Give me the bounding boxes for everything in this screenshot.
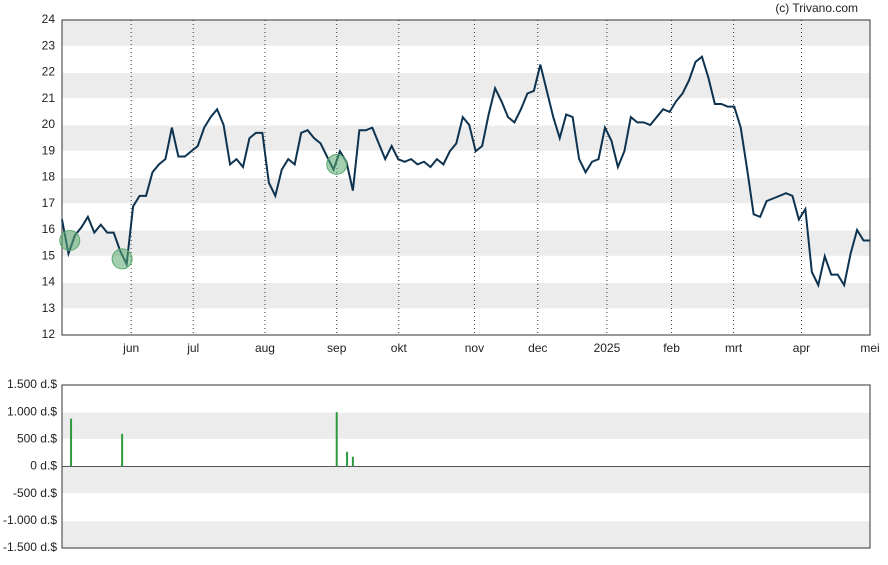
- bar: [70, 418, 73, 467]
- bar: [335, 412, 338, 467]
- y-tick-label: 1.000 d.$: [7, 404, 57, 418]
- y-tick-label: 0 d.$: [30, 459, 57, 473]
- x-tick-label: 2025: [594, 341, 621, 355]
- x-tick-label: feb: [663, 341, 680, 355]
- plot-frame: [61, 19, 871, 336]
- x-tick-label: mei: [860, 341, 879, 355]
- event-marker: [326, 153, 348, 175]
- x-tick-label: jun: [122, 341, 139, 355]
- grid-band: [62, 230, 870, 257]
- y-tick-label: 13: [42, 301, 56, 315]
- y-tick-label: 1.500 d.$: [7, 377, 57, 391]
- grid-band: [62, 466, 870, 494]
- y-tick-label: 20: [42, 117, 56, 131]
- y-tick-label: 17: [42, 196, 56, 210]
- grid-band: [62, 412, 870, 440]
- y-tick-label: 22: [42, 65, 56, 79]
- x-tick-label: sep: [327, 341, 347, 355]
- y-tick-label: -500 d.$: [13, 486, 57, 500]
- y-tick-label: 12: [42, 327, 56, 341]
- y-tick-label: 24: [42, 12, 56, 26]
- y-tick-label: 15: [42, 248, 56, 262]
- grid-band: [62, 282, 870, 309]
- copyright: (c) Trivano.com: [775, 1, 858, 15]
- x-tick-label: dec: [528, 341, 547, 355]
- x-tick-label: mrt: [725, 341, 743, 355]
- grid-band: [62, 520, 870, 548]
- grid-band: [62, 20, 870, 47]
- plot-frame: [61, 384, 871, 549]
- y-tick-label: 19: [42, 143, 56, 157]
- y-tick-label: -1.500 d.$: [3, 540, 57, 554]
- y-tick-label: 21: [42, 91, 56, 105]
- y-tick-label: 14: [42, 275, 56, 289]
- y-tick-label: 16: [42, 222, 56, 236]
- bar: [346, 451, 349, 467]
- x-tick-label: apr: [793, 341, 810, 355]
- grid-band: [62, 72, 870, 99]
- y-tick-label: 23: [42, 38, 56, 52]
- event-marker: [111, 248, 133, 270]
- grid-band: [62, 177, 870, 204]
- x-tick-label: nov: [465, 341, 484, 355]
- x-tick-label: okt: [391, 341, 408, 355]
- y-tick-label: -1.000 d.$: [3, 513, 57, 527]
- bar: [121, 433, 124, 467]
- x-tick-label: jul: [186, 341, 199, 355]
- x-tick-label: aug: [255, 341, 275, 355]
- grid-band: [62, 125, 870, 152]
- price-line: [61, 55, 870, 289]
- bar: [351, 456, 354, 467]
- y-tick-label: 18: [42, 170, 56, 184]
- y-tick-label: 500 d.$: [17, 432, 57, 446]
- event-marker: [59, 230, 81, 251]
